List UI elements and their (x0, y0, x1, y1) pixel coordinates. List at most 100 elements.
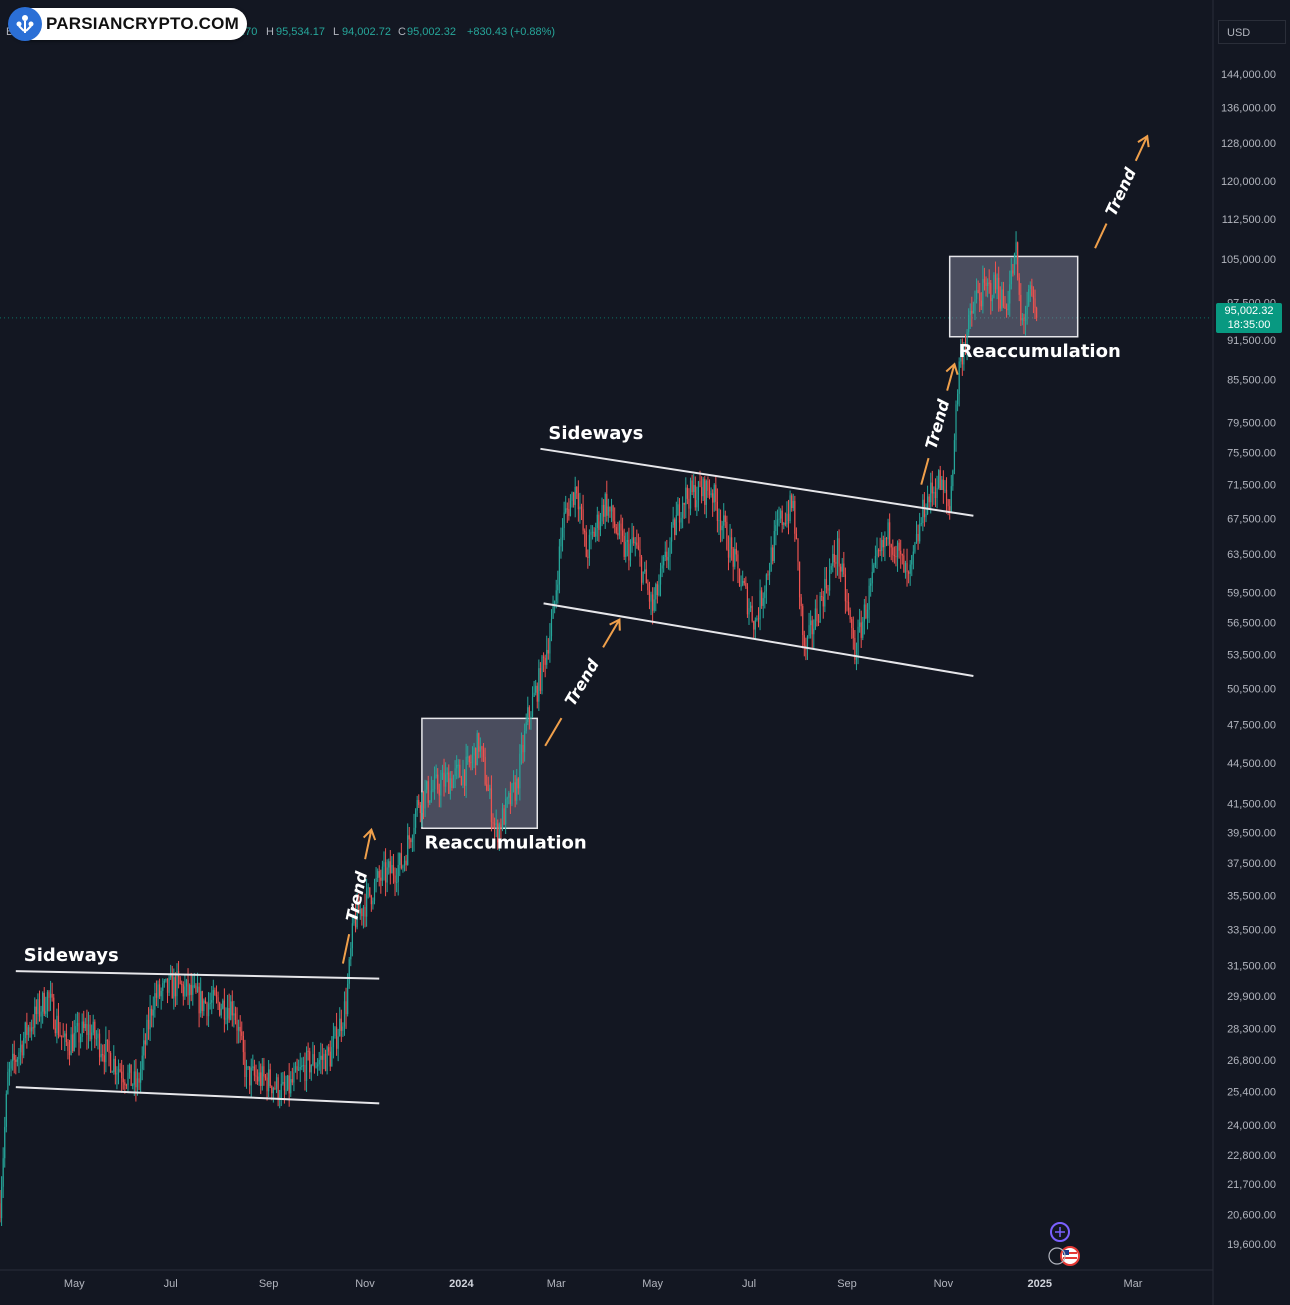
candle (304, 1052, 306, 1091)
us-flag-stripe (1063, 1252, 1077, 1254)
candle-body (558, 546, 560, 585)
candle (78, 1012, 80, 1056)
candle (264, 1074, 267, 1081)
candle-body (369, 887, 371, 896)
watermark-logo[interactable]: PARSIANCRYPTO.COM (8, 7, 247, 41)
candle (742, 570, 744, 587)
candle-body (901, 554, 903, 556)
candle-body (432, 789, 434, 791)
candle (956, 389, 959, 412)
candle-body (351, 923, 353, 949)
candle-body (860, 622, 862, 638)
candle-body (884, 537, 886, 548)
candle (715, 475, 717, 511)
candle (919, 512, 921, 544)
sideways-label: Sideways (24, 945, 119, 966)
y-tick-label: 31,500.00 (1227, 960, 1276, 972)
candle (727, 535, 730, 571)
candle (445, 762, 447, 793)
candle-body (189, 984, 191, 996)
candle (993, 272, 995, 299)
currency-selector[interactable]: USD (1218, 20, 1286, 44)
candle-body (678, 504, 681, 523)
candle (530, 711, 532, 730)
candle-body (998, 277, 1000, 300)
candle-body (838, 538, 840, 567)
candle (429, 800, 431, 806)
candle-body (64, 1033, 66, 1037)
candle (988, 269, 990, 294)
candle (75, 1013, 77, 1048)
candle (350, 942, 352, 967)
candle (576, 486, 578, 500)
candle (656, 581, 658, 604)
candle (335, 1012, 338, 1056)
candle (79, 1033, 82, 1049)
candle (15, 1054, 17, 1075)
candle (343, 991, 346, 1036)
candle-body (288, 1075, 290, 1094)
candle-body (693, 485, 695, 493)
candle (697, 480, 700, 512)
candle-body (285, 1089, 287, 1091)
candle (498, 822, 500, 852)
candle (672, 506, 674, 528)
candle-body (569, 500, 572, 516)
y-tick-label: 50,500.00 (1227, 684, 1276, 696)
candle-body (674, 519, 676, 535)
candle-body (378, 871, 380, 878)
candle (128, 1063, 131, 1079)
candle-body (879, 550, 881, 552)
candle (610, 498, 613, 523)
candle (791, 493, 793, 512)
candle (4, 1116, 6, 1168)
candle-body (473, 747, 475, 756)
candle-body (271, 1086, 273, 1094)
candle-body (454, 768, 456, 777)
candle (293, 1062, 295, 1092)
candle-body (762, 598, 764, 606)
candle (866, 603, 869, 630)
candle (302, 1056, 304, 1073)
x-tick-label: Jul (742, 1278, 756, 1290)
candle-body (337, 1036, 339, 1049)
candle (996, 273, 998, 300)
candle-body (49, 993, 52, 998)
candle-body (890, 544, 892, 548)
candle (236, 1007, 238, 1044)
candle (399, 852, 401, 877)
candle-body (610, 505, 613, 512)
candle (280, 1072, 282, 1107)
candle (286, 1074, 289, 1092)
candle (138, 1072, 140, 1091)
candle-body (919, 524, 921, 542)
candle (762, 592, 764, 619)
candle-body (215, 994, 218, 998)
candle (463, 769, 466, 796)
candle (745, 576, 747, 589)
candle-body (258, 1072, 260, 1082)
candle-body (200, 991, 202, 1014)
candle-body (1005, 308, 1008, 311)
candle (628, 527, 630, 571)
candle-body (440, 779, 442, 796)
candle-body (840, 566, 842, 572)
candle-body (331, 1047, 333, 1067)
candle (185, 978, 188, 997)
candle-body (75, 1026, 77, 1033)
candle (874, 545, 877, 568)
y-tick-label: 71,500.00 (1227, 480, 1276, 492)
candle (72, 1021, 74, 1053)
candle-body (220, 1008, 222, 1016)
candle (693, 474, 695, 499)
candle-body (350, 948, 352, 960)
candle-body (329, 1051, 331, 1067)
candle-body (403, 860, 406, 866)
candle-body (542, 656, 545, 659)
candle-body (68, 1051, 71, 1056)
candle-body (960, 350, 962, 362)
candle-body (242, 1035, 244, 1053)
candle-body (855, 654, 858, 660)
